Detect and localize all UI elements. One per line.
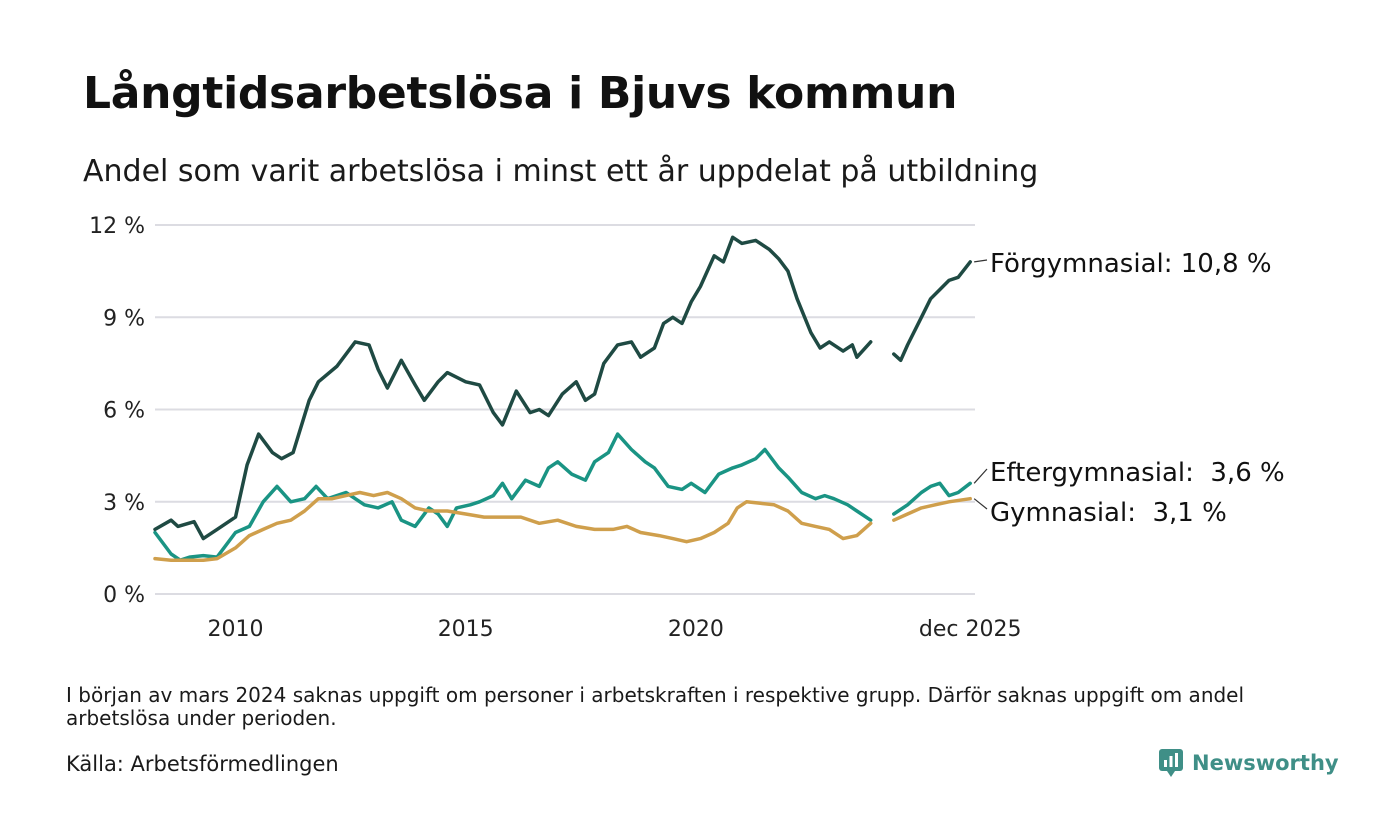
y-tick-label: 6 % <box>103 399 145 424</box>
series-line-eftergymnasial-after-gap <box>892 481 972 516</box>
source-credit: Källa: Arbetsförmedlingen <box>66 752 339 776</box>
y-axis-labels: 0 % 3 % 6 % 9 % 12 % <box>89 214 145 608</box>
newsworthy-logo-icon <box>1159 749 1183 777</box>
x-tick-label: 2010 <box>208 617 264 642</box>
chart-title: Långtidsarbetslösa i Bjuvs kommun <box>83 68 958 119</box>
brand-logo[interactable]: Newsworthy <box>1158 748 1339 778</box>
series-line-förgymnasial-after-gap <box>892 260 972 363</box>
series-line-eftergymnasial-before-gap <box>153 432 873 562</box>
series-label-förgymnasial: Förgymnasial: 10,8 % <box>990 249 1272 279</box>
footnote: I början av mars 2024 saknas uppgift om … <box>66 683 1245 730</box>
series-labels: Förgymnasial: 10,8 % Eftergymnasial: 3,6 … <box>973 249 1285 528</box>
series-label-connector <box>973 468 988 484</box>
x-tick-label: 2020 <box>668 617 724 642</box>
y-tick-label: 3 % <box>103 491 145 516</box>
series-label-connector <box>973 498 988 510</box>
chart-subtitle: Andel som varit arbetslösa i minst ett å… <box>83 154 1039 189</box>
series-label-connector <box>974 259 988 263</box>
series-lines <box>153 235 972 562</box>
series-line-förgymnasial-before-gap <box>153 235 873 541</box>
y-tick-label: 9 % <box>103 306 145 331</box>
brand-name: Newsworthy <box>1192 751 1339 775</box>
grid-lines <box>155 224 975 595</box>
series-label-gymnasial: Gymnasial: 3,1 % <box>990 498 1227 528</box>
series-label-eftergymnasial: Eftergymnasial: 3,6 % <box>990 458 1285 488</box>
x-tick-label: 2015 <box>438 617 494 642</box>
series-line-gymnasial-after-gap <box>892 496 972 522</box>
y-tick-label: 0 % <box>103 583 145 608</box>
series-line-gymnasial-before-gap <box>153 490 873 562</box>
line-chart: 0 % 3 % 6 % 9 % 12 % 2010 2015 2020 dec 2025 Fö… <box>89 214 1285 642</box>
x-tick-label: dec 2025 <box>919 617 1022 642</box>
y-tick-label: 12 % <box>89 214 145 239</box>
x-axis-labels: 2010 2015 2020 dec 2025 <box>208 617 1022 642</box>
